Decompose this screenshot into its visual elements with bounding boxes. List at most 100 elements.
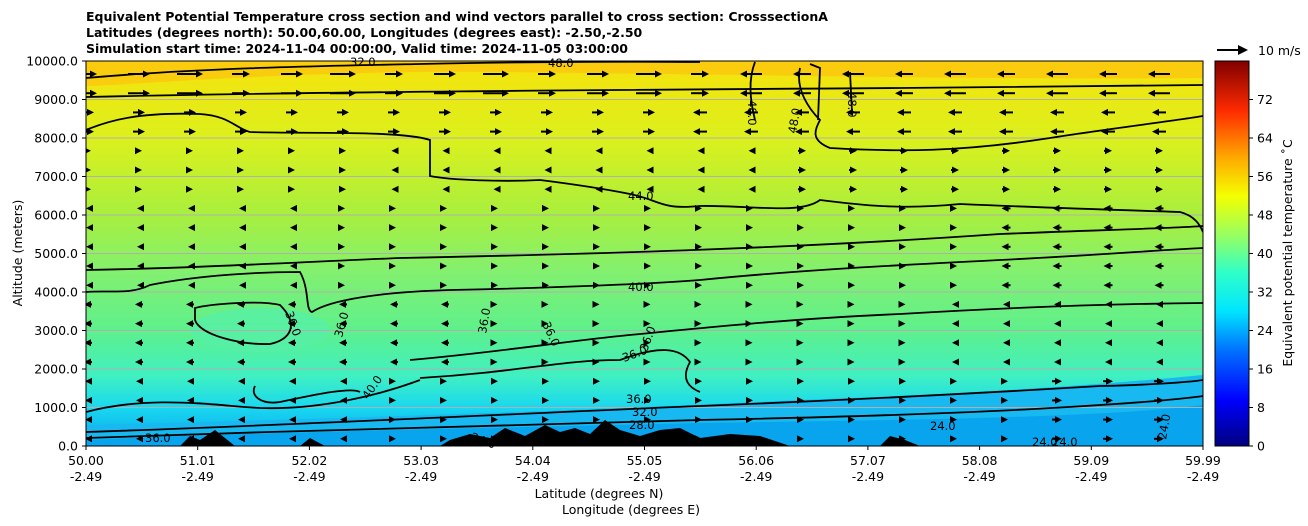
wind-vector — [798, 166, 806, 174]
wind-vector — [796, 358, 804, 366]
wind-vector — [493, 166, 501, 174]
wind-vector — [1001, 281, 1011, 289]
wind-vector — [848, 377, 855, 385]
wind-vector — [643, 339, 651, 347]
x-axis-label: Latitude (degrees N) — [535, 486, 664, 501]
wind-vector — [1104, 147, 1112, 155]
wind-vector — [136, 416, 143, 424]
wind-vector — [895, 70, 913, 78]
wind-vector — [338, 243, 345, 251]
wind-vector — [1152, 128, 1166, 136]
wind-vector — [338, 224, 345, 232]
wind-vector — [1103, 243, 1113, 251]
wind-vector — [593, 416, 600, 424]
x-tick-label-lon: -2.49 — [70, 469, 102, 484]
wind-vector — [1154, 204, 1164, 212]
wind-vector — [1054, 339, 1061, 347]
wind-vector — [135, 166, 142, 174]
wind-vector — [697, 147, 705, 155]
wind-vector — [1156, 339, 1163, 347]
wind-vector — [238, 377, 245, 385]
wind-vector — [86, 339, 92, 347]
wind-vector — [440, 377, 447, 385]
contour-label: 48.0 — [548, 56, 574, 70]
wind-vector — [288, 300, 296, 308]
wind-vector — [288, 166, 295, 174]
wind-vector — [442, 147, 450, 155]
wind-vector — [440, 435, 447, 443]
wind-vector — [695, 416, 702, 424]
wind-vector — [952, 320, 959, 328]
wind-vector — [1101, 128, 1115, 136]
wind-vector — [644, 262, 651, 270]
wind-vector — [1154, 435, 1164, 443]
wind-vector — [238, 416, 245, 424]
y-axis-label: Altitude (meters) — [10, 200, 25, 307]
wind-vector — [592, 300, 600, 308]
wind-vector — [636, 70, 662, 78]
wind-vector — [339, 147, 346, 155]
wind-vector — [389, 377, 396, 385]
wind-vector — [1001, 224, 1011, 232]
contour-label: 32.0 — [632, 405, 658, 419]
wind-vector — [538, 89, 556, 97]
wind-vector — [133, 108, 145, 116]
wind-vector — [290, 243, 297, 251]
wind-vector — [186, 300, 194, 308]
wind-vector — [86, 224, 93, 232]
wind-vector — [1105, 320, 1112, 328]
y-tick-label: 8000.0 — [34, 131, 78, 146]
wind-vector — [1103, 416, 1113, 424]
wind-vector — [899, 416, 906, 424]
wind-vector — [797, 204, 804, 212]
wind-vector — [797, 416, 804, 424]
wind-vector — [389, 435, 396, 443]
wind-vector — [1156, 320, 1163, 328]
wind-vector — [746, 281, 753, 289]
wind-vector — [746, 224, 753, 232]
wind-vector — [1001, 396, 1008, 404]
wind-vector — [693, 128, 707, 136]
wind-vector — [897, 108, 911, 116]
wind-vector — [542, 243, 549, 251]
wind-vector — [86, 167, 91, 173]
wind-vector — [1103, 204, 1113, 212]
wind-vector — [1154, 281, 1164, 289]
wind-vector — [950, 204, 957, 212]
wind-vector — [135, 300, 143, 308]
wind-vector — [748, 166, 756, 174]
wind-vector — [796, 320, 804, 328]
x-tick-label-lat: 54.04 — [515, 453, 551, 468]
wind-vector — [440, 243, 447, 251]
wind-vector — [1002, 185, 1010, 193]
wind-vector — [898, 320, 906, 328]
wind-vector — [86, 243, 93, 251]
wind-vector — [389, 416, 396, 424]
wind-vector — [388, 128, 400, 136]
wind-vector — [796, 339, 804, 347]
wind-vector — [746, 262, 753, 270]
wind-vector — [847, 339, 855, 347]
wind-vector — [136, 435, 143, 443]
wind-vector — [644, 281, 651, 289]
wind-vector — [137, 281, 144, 289]
y-tick-label: 0.0 — [58, 439, 78, 454]
wind-vector — [1103, 396, 1113, 404]
contour-label: 44.0 — [628, 189, 654, 203]
wind-vector — [1104, 166, 1112, 174]
wind-vector — [440, 204, 447, 212]
wind-vector — [592, 339, 600, 347]
wind-vector — [900, 166, 908, 174]
wind-vector — [848, 262, 855, 270]
wind-vector — [693, 108, 707, 116]
wind-vector — [288, 185, 295, 193]
wind-vector — [237, 147, 244, 155]
wind-vector — [235, 128, 247, 136]
colorbar-tick-label: 72 — [1257, 92, 1273, 107]
wind-vector — [1099, 70, 1117, 78]
wind-vector — [286, 128, 298, 136]
wind-vector — [797, 262, 804, 270]
wind-vector — [793, 70, 811, 78]
wind-vector — [950, 416, 957, 424]
wind-vector — [592, 128, 604, 136]
